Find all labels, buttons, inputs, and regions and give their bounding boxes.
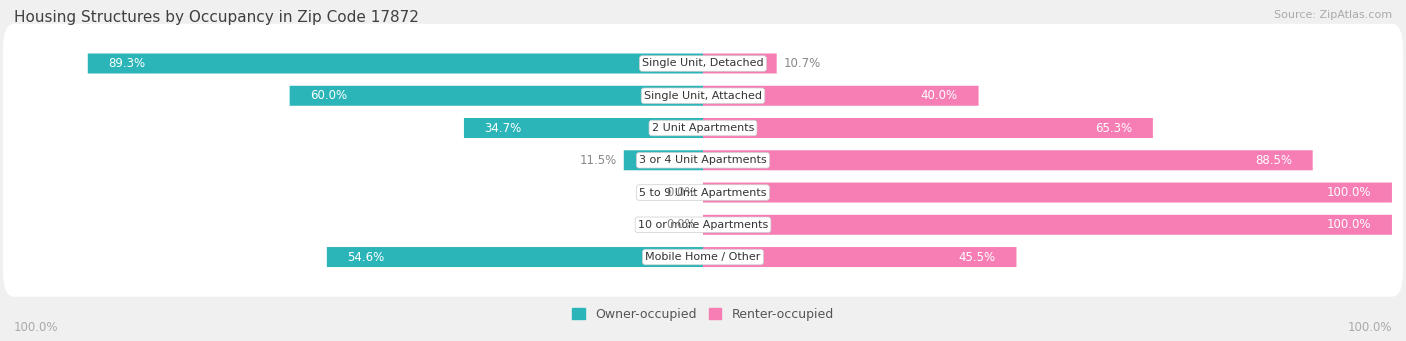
- Text: 89.3%: 89.3%: [108, 57, 146, 70]
- FancyBboxPatch shape: [3, 217, 1403, 297]
- Text: 100.0%: 100.0%: [14, 321, 59, 334]
- Text: 0.0%: 0.0%: [666, 218, 696, 231]
- FancyBboxPatch shape: [703, 118, 1153, 138]
- FancyBboxPatch shape: [3, 121, 1403, 200]
- FancyBboxPatch shape: [703, 247, 1017, 267]
- FancyBboxPatch shape: [3, 56, 1403, 135]
- Text: 5 to 9 Unit Apartments: 5 to 9 Unit Apartments: [640, 188, 766, 197]
- Text: 3 or 4 Unit Apartments: 3 or 4 Unit Apartments: [640, 155, 766, 165]
- FancyBboxPatch shape: [464, 118, 703, 138]
- Text: 10.7%: 10.7%: [783, 57, 821, 70]
- Text: 0.0%: 0.0%: [666, 186, 696, 199]
- FancyBboxPatch shape: [3, 24, 1403, 103]
- Text: 100.0%: 100.0%: [1327, 186, 1371, 199]
- Text: 45.5%: 45.5%: [959, 251, 995, 264]
- FancyBboxPatch shape: [624, 150, 703, 170]
- FancyBboxPatch shape: [703, 86, 979, 106]
- FancyBboxPatch shape: [3, 153, 1403, 232]
- Text: 11.5%: 11.5%: [579, 154, 617, 167]
- Text: 60.0%: 60.0%: [311, 89, 347, 102]
- FancyBboxPatch shape: [290, 86, 703, 106]
- FancyBboxPatch shape: [326, 247, 703, 267]
- Text: 10 or more Apartments: 10 or more Apartments: [638, 220, 768, 230]
- Text: 2 Unit Apartments: 2 Unit Apartments: [652, 123, 754, 133]
- FancyBboxPatch shape: [703, 215, 1392, 235]
- FancyBboxPatch shape: [87, 54, 703, 74]
- Text: 100.0%: 100.0%: [1347, 321, 1392, 334]
- Text: 54.6%: 54.6%: [347, 251, 385, 264]
- Text: Mobile Home / Other: Mobile Home / Other: [645, 252, 761, 262]
- Text: Housing Structures by Occupancy in Zip Code 17872: Housing Structures by Occupancy in Zip C…: [14, 10, 419, 25]
- FancyBboxPatch shape: [703, 54, 776, 74]
- Text: 100.0%: 100.0%: [1327, 218, 1371, 231]
- Text: 65.3%: 65.3%: [1095, 121, 1132, 134]
- Text: 88.5%: 88.5%: [1256, 154, 1292, 167]
- FancyBboxPatch shape: [703, 150, 1313, 170]
- Text: Single Unit, Detached: Single Unit, Detached: [643, 59, 763, 69]
- Text: Single Unit, Attached: Single Unit, Attached: [644, 91, 762, 101]
- Text: Source: ZipAtlas.com: Source: ZipAtlas.com: [1274, 10, 1392, 20]
- Text: 34.7%: 34.7%: [485, 121, 522, 134]
- FancyBboxPatch shape: [703, 182, 1392, 203]
- Text: 40.0%: 40.0%: [921, 89, 957, 102]
- FancyBboxPatch shape: [3, 185, 1403, 265]
- Legend: Owner-occupied, Renter-occupied: Owner-occupied, Renter-occupied: [568, 303, 838, 326]
- FancyBboxPatch shape: [3, 88, 1403, 168]
